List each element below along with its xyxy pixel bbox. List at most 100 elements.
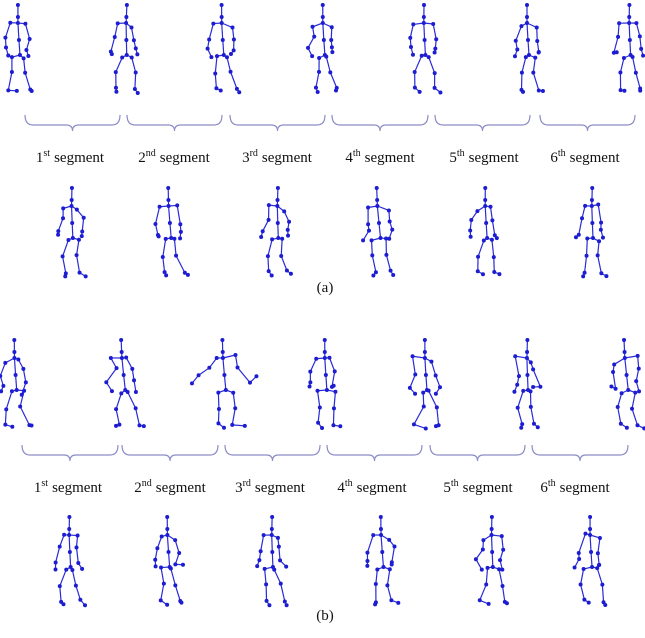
bone [597,568,602,584]
joint [423,356,427,360]
bone [161,568,164,584]
joint [216,421,220,425]
joint [485,236,489,240]
bone [329,358,334,372]
joint [270,515,274,519]
joint [375,204,379,208]
joint [76,534,80,538]
bone [415,56,422,72]
joint [259,235,263,239]
bone [636,73,640,89]
bone [325,358,326,375]
joint [529,389,533,393]
bone [70,552,71,567]
joint [132,378,136,382]
joint [12,350,16,354]
joint [324,373,328,377]
bone [333,408,334,425]
figure: 1stsegment2ndsegment3rdsegment4thsegment… [0,0,645,633]
joint [314,86,318,90]
bone [492,240,494,257]
joint [14,373,18,377]
joint [391,273,395,277]
joint [619,422,623,426]
joint [637,389,641,393]
bone [272,535,273,552]
joint [15,388,19,392]
joint [125,3,129,7]
joint [596,551,600,555]
bone [324,40,325,55]
bone [72,206,73,223]
bone [169,552,170,567]
joint [498,558,502,562]
joint [590,186,594,190]
joint [371,274,375,278]
joint [4,45,8,49]
joint [585,237,589,241]
bone [136,408,140,425]
joint [486,566,490,570]
joint [590,221,594,225]
segment-suffix: st [41,478,48,489]
joint [10,70,14,74]
joint [520,422,524,426]
segment-word: segment [357,480,408,496]
bone [516,26,522,41]
joint [385,583,389,587]
bone [238,368,250,383]
bone [215,74,216,89]
joint [536,425,540,429]
joint [110,389,114,393]
joint [66,238,70,242]
joint [512,390,516,394]
segment-number: 3 [235,480,243,496]
joint [481,272,485,276]
joint [197,373,201,377]
joint [375,567,379,571]
joint [422,3,426,7]
joint [61,602,65,606]
bone [592,206,593,223]
joint [392,545,396,549]
joint [537,50,541,54]
segment-suffix: th [345,478,353,489]
joint [155,546,159,550]
bone [486,223,487,238]
bone [268,239,272,256]
joint [328,70,332,74]
joint [233,406,237,410]
bone [76,586,80,600]
bone [627,375,629,390]
joint [270,527,274,531]
joint [423,38,427,42]
joint [16,357,20,361]
joint [179,601,183,605]
segment-word: segment [463,480,514,496]
skeleton [3,3,33,93]
joint [535,25,539,29]
joint [379,236,383,240]
bone [633,57,636,73]
joint [217,407,221,411]
segment-number: 1 [34,480,42,496]
skeleton [109,3,140,95]
bone [176,256,185,273]
skeleton [408,338,442,430]
bone [56,547,60,563]
skeleton [153,186,189,277]
joint [232,37,236,41]
segment-number: 5 [443,480,451,496]
joint [596,203,600,207]
joint [181,563,185,567]
bone [581,569,584,584]
joint [380,550,384,554]
joint [627,21,631,25]
joint [579,583,583,587]
joint [620,391,624,395]
segment-number: 3 [242,150,250,166]
joint [267,203,271,207]
joint [54,561,58,565]
